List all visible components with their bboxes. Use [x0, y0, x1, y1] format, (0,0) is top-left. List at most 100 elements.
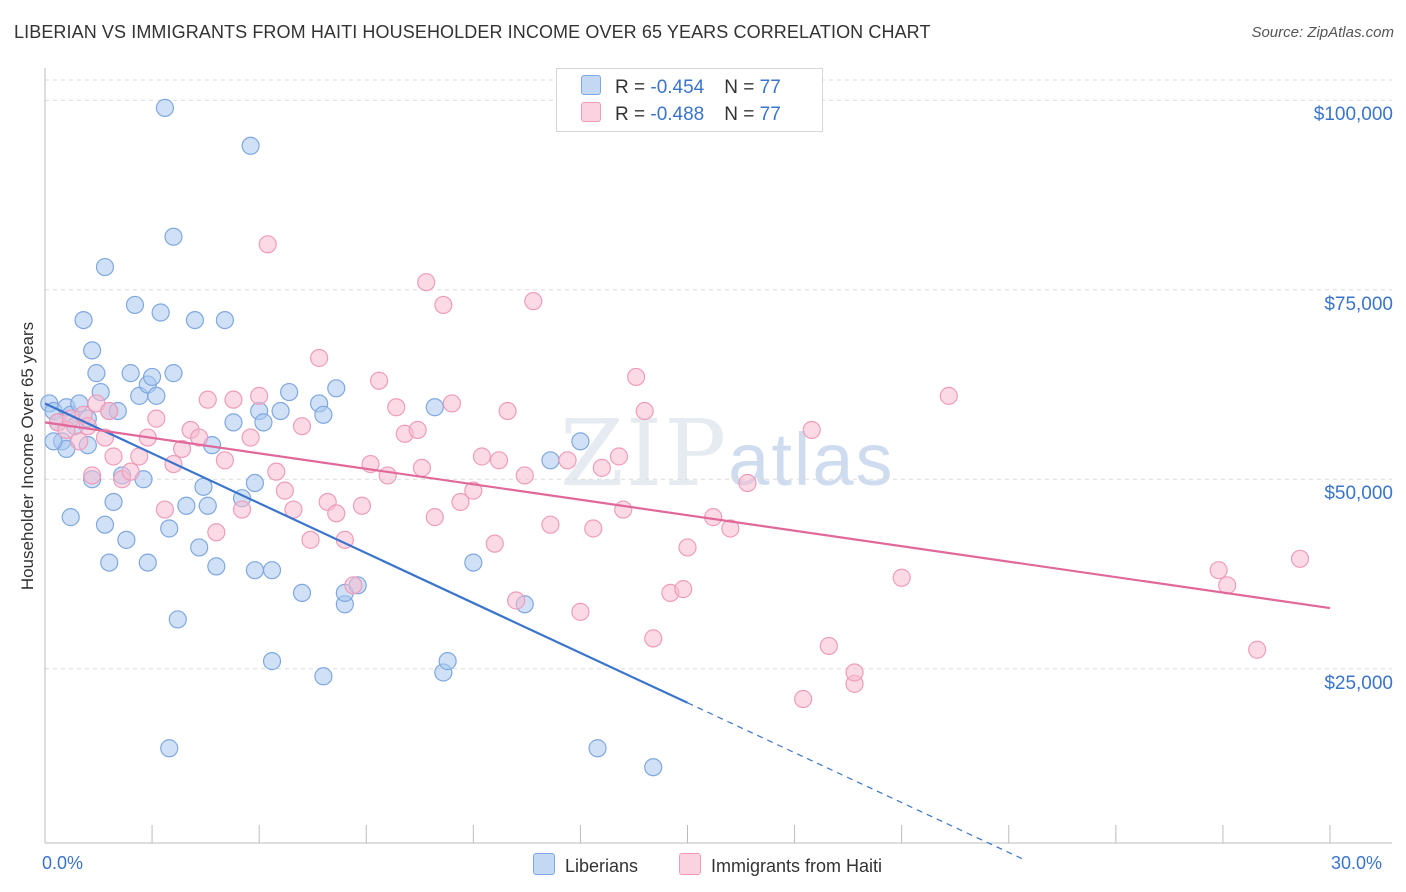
point-haiti — [224, 390, 243, 409]
bottom-legend-label-liberians: Liberians — [565, 856, 639, 876]
point-liberians — [588, 739, 607, 758]
legend-swatch-liberians — [581, 75, 601, 95]
point-haiti — [267, 462, 286, 481]
point-haiti — [378, 466, 397, 485]
point-haiti — [541, 515, 560, 534]
point-haiti — [232, 500, 252, 519]
point-haiti — [609, 447, 629, 466]
point-haiti — [472, 447, 491, 466]
trend-line-haiti — [44, 421, 1331, 610]
point-liberians — [254, 413, 273, 432]
point-haiti — [344, 576, 363, 595]
point-liberians — [271, 401, 290, 421]
point-liberians — [164, 364, 183, 383]
point-haiti — [215, 451, 234, 470]
point-haiti — [794, 689, 813, 709]
point-haiti — [121, 462, 140, 481]
chart-title: LIBERIAN VS IMMIGRANTS FROM HAITI HOUSEH… — [14, 22, 931, 42]
legend-n-label: N = — [724, 77, 760, 98]
point-liberians — [245, 561, 264, 580]
point-haiti — [515, 466, 534, 485]
y-tick-label: $50,000 — [1324, 483, 1393, 505]
point-haiti — [172, 439, 192, 459]
point-haiti — [147, 409, 166, 428]
legend-r-value: -0.488 — [650, 104, 705, 125]
point-liberians — [160, 739, 179, 758]
bottom-legend-swatch-liberians — [533, 853, 555, 875]
point-haiti — [626, 367, 646, 387]
x-tick-label-min: 0.0% — [42, 853, 84, 873]
point-liberians — [87, 364, 106, 383]
legend-swatch-haiti — [581, 102, 601, 122]
point-haiti — [83, 466, 102, 485]
point-liberians — [245, 473, 264, 493]
point-liberians — [438, 652, 457, 671]
point-haiti — [819, 636, 838, 656]
point-liberians — [280, 382, 299, 402]
stats-legend: R = -0.454 N = 77 R = -0.488 N = 77 — [556, 68, 823, 132]
point-liberians — [83, 341, 102, 360]
point-haiti — [207, 523, 226, 542]
point-haiti — [412, 458, 432, 477]
point-liberians — [104, 492, 123, 512]
point-haiti — [250, 386, 269, 405]
trend-line-liberians-extension — [687, 702, 1027, 861]
point-haiti — [292, 417, 312, 436]
point-liberians — [571, 432, 590, 451]
point-liberians — [464, 553, 483, 572]
point-liberians — [224, 413, 243, 432]
point-haiti — [485, 534, 504, 553]
bottom-legend-label-haiti: Immigrants from Haiti — [711, 856, 883, 876]
point-haiti — [524, 292, 543, 311]
point-haiti — [352, 496, 372, 515]
point-liberians — [541, 451, 560, 470]
point-haiti — [489, 451, 509, 470]
point-haiti — [387, 398, 406, 417]
point-haiti — [100, 401, 119, 421]
x-tick-label-max: 30.0% — [1331, 853, 1383, 873]
point-liberians — [215, 310, 234, 330]
point-liberians — [425, 398, 444, 417]
point-haiti — [275, 481, 294, 500]
point-haiti — [451, 492, 470, 512]
point-liberians — [207, 557, 226, 576]
legend-n-value: 77 — [759, 77, 781, 98]
point-haiti — [678, 538, 697, 557]
point-haiti — [442, 394, 462, 413]
legend-r-label: R = — [615, 104, 651, 125]
point-liberians — [185, 310, 205, 330]
trend-line-liberians — [44, 402, 688, 704]
point-haiti — [845, 663, 864, 682]
point-haiti — [892, 568, 911, 587]
point-liberians — [95, 257, 115, 277]
point-liberians — [644, 758, 663, 777]
point-liberians — [190, 538, 209, 557]
point-haiti — [584, 519, 603, 538]
legend-n-label: N = — [724, 104, 760, 125]
point-haiti — [674, 580, 693, 599]
point-liberians — [168, 610, 187, 629]
legend-r-value: -0.454 — [650, 77, 705, 98]
point-haiti — [558, 451, 577, 470]
point-haiti — [939, 386, 958, 405]
point-haiti — [258, 235, 277, 254]
point-haiti — [408, 420, 427, 440]
point-liberians — [100, 553, 119, 572]
point-liberians — [121, 364, 140, 383]
point-liberians — [125, 295, 145, 315]
bottom-legend-liberians: Liberians — [533, 853, 638, 877]
point-haiti — [464, 481, 483, 500]
point-haiti — [190, 428, 209, 447]
legend-row-haiti: R = -0.488 N = 77 — [581, 102, 781, 126]
source-label: Source: ZipAtlas.com — [1251, 24, 1394, 41]
bottom-legend-haiti: Immigrants from Haiti — [679, 853, 882, 877]
point-liberians — [117, 530, 136, 549]
legend-n-value: 77 — [759, 104, 781, 125]
point-liberians — [198, 496, 217, 515]
point-haiti — [571, 602, 590, 621]
point-liberians — [155, 98, 175, 117]
point-haiti — [592, 458, 611, 477]
point-liberians — [74, 310, 93, 330]
point-haiti — [241, 428, 260, 447]
point-liberians — [262, 652, 282, 671]
